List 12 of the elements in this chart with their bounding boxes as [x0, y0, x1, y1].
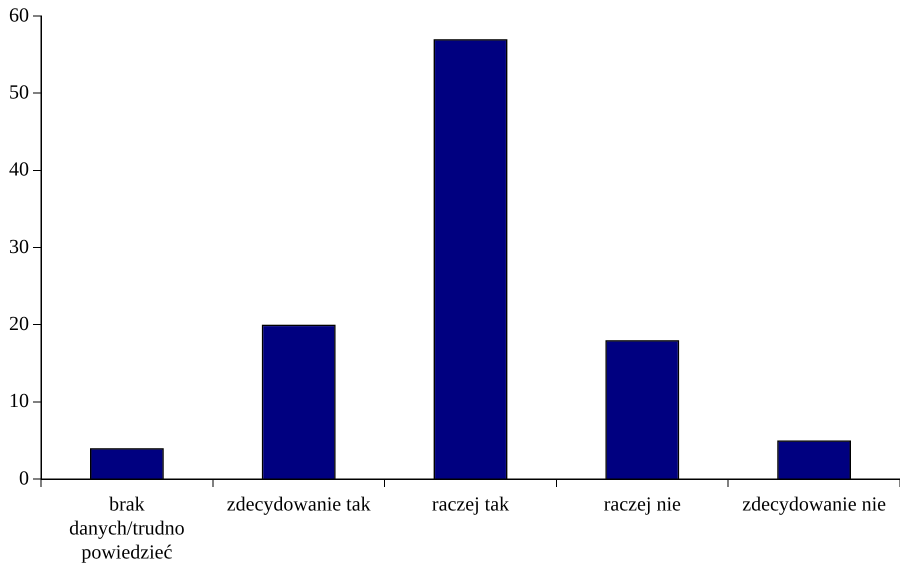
- x-tick-label: brak danych/trudno powiedzieć: [69, 493, 185, 564]
- x-tick-label: raczej tak: [432, 493, 510, 516]
- y-tick-label: 60: [9, 4, 29, 26]
- x-tick-label: raczej nie: [604, 493, 681, 516]
- x-tick-label: zdecydowanie nie: [742, 493, 886, 516]
- y-tick-label: 40: [9, 158, 29, 181]
- y-tick-label: 0: [19, 467, 29, 490]
- y-tick-label: 20: [9, 312, 29, 335]
- x-tick-label: zdecydowanie tak: [226, 493, 371, 516]
- y-tick-label: 30: [9, 236, 29, 258]
- y-tick-label: 10: [9, 390, 29, 412]
- y-tick-label: 50: [9, 81, 29, 104]
